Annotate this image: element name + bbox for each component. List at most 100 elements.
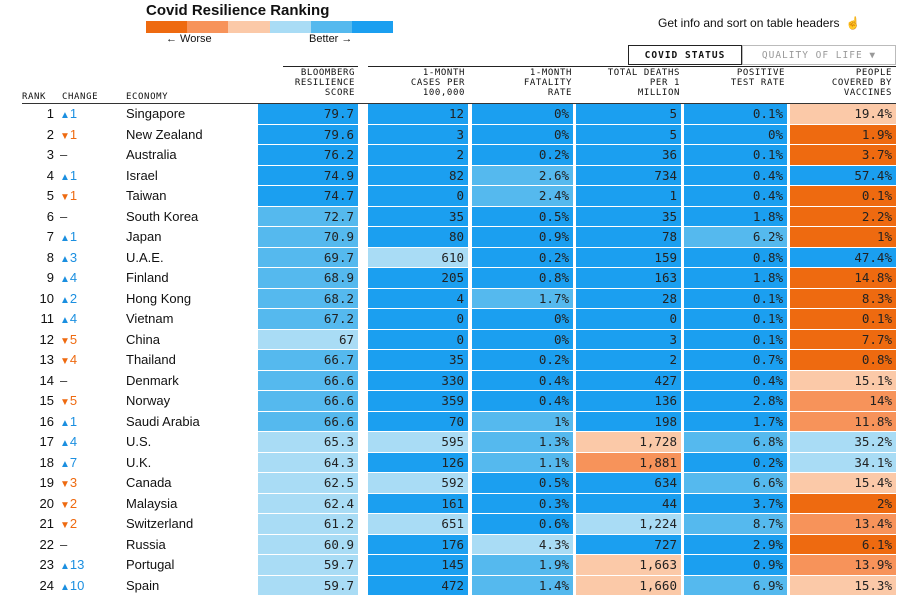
vaccines-cell: 3.7%	[790, 145, 896, 165]
rank-cell: 11	[40, 311, 55, 326]
color-legend-bar	[146, 21, 394, 33]
table-row: 11 ▲4 Vietnam 67.2 0 0% 0 0.1% 0.1%	[0, 309, 900, 330]
cases-cell: 126	[368, 452, 468, 472]
rank-cell: 14	[39, 372, 54, 388]
positive-cell: 6.8%	[684, 432, 787, 452]
arrow-up-icon: ▲	[60, 561, 70, 572]
score-cell: 60.9	[258, 534, 358, 554]
change-cell: ▼1	[60, 125, 100, 148]
vaccines-cell: 35.2%	[790, 432, 896, 452]
change-value: 2	[69, 495, 78, 511]
deaths-cell: 727	[576, 534, 681, 554]
positive-cell: 0.8%	[684, 247, 787, 267]
deaths-cell: 136	[576, 391, 681, 411]
dash-icon: –	[60, 372, 68, 388]
fatality-cell: 0.5%	[472, 473, 573, 493]
vaccines-cell: 7.7%	[790, 329, 896, 349]
arrow-down-icon: ▼	[60, 335, 70, 347]
legend-swatch	[228, 21, 270, 33]
change-value: 5	[69, 393, 78, 408]
deaths-cell: 1,660	[576, 575, 681, 595]
positive-cell: 2.9%	[684, 534, 787, 554]
fatality-cell: 4.3%	[472, 534, 573, 554]
table-row: 14– Denmark 66.6 330 0.4% 427 0.4% 15.1%	[0, 370, 900, 392]
economy-cell: Taiwan	[126, 188, 167, 203]
cases-cell: 359	[368, 391, 468, 411]
arrow-down-icon: ▼	[60, 499, 70, 511]
rank-cell: 12	[39, 331, 54, 347]
col-header-vaccines[interactable]: PEOPLE COVERED BY VACCINES	[831, 68, 892, 98]
change-cell: ▲3	[60, 248, 100, 271]
score-cell: 66.6	[258, 411, 358, 431]
rank-cell: 19	[39, 475, 54, 490]
score-cell: 66.6	[258, 370, 358, 390]
tab-covid-status[interactable]: COVID STATUS	[628, 45, 742, 65]
vaccines-cell: 0.8%	[790, 350, 896, 370]
deaths-cell: 427	[576, 370, 681, 390]
change-value: 1	[69, 167, 78, 183]
tab-quality-of-life[interactable]: QUALITY OF LIFE ▼	[742, 45, 896, 65]
deaths-cell: 1	[576, 186, 681, 206]
economy-cell: Vietnam	[126, 311, 174, 326]
change-value: 1	[69, 413, 78, 429]
table-row: 6– South Korea 72.7 35 0.5% 35 1.8% 2.2%	[0, 206, 900, 228]
vaccines-cell: 1%	[790, 227, 896, 247]
cases-cell: 82	[368, 165, 468, 185]
economy-cell: Norway	[126, 393, 171, 408]
vaccines-cell: 11.8%	[790, 411, 896, 431]
economy-cell: Malaysia	[126, 495, 178, 511]
positive-cell: 0.4%	[684, 186, 787, 206]
fatality-cell: 0.2%	[472, 247, 573, 267]
score-cell: 68.9	[258, 268, 358, 288]
rank-cell: 3	[46, 147, 54, 162]
score-cell: 79.6	[258, 124, 358, 144]
cases-cell: 592	[368, 473, 468, 493]
economy-cell: Canada	[126, 475, 172, 490]
arrow-up-icon: ▲	[60, 110, 70, 121]
header-divider	[22, 103, 896, 104]
fatality-cell: 1.9%	[472, 555, 573, 575]
deaths-cell: 198	[576, 411, 681, 431]
vaccines-cell: 13.4%	[790, 514, 896, 534]
positive-cell: 0.2%	[684, 452, 787, 472]
change-cell: ▲13	[60, 555, 100, 578]
col-header-positive[interactable]: POSITIVE TEST RATE	[730, 68, 785, 88]
score-cell: 74.7	[258, 186, 358, 206]
deaths-cell: 44	[576, 493, 681, 513]
col-header-rank[interactable]: RANK	[22, 92, 47, 102]
change-value: 4	[69, 270, 78, 285]
table-row: 21 ▼2 Switzerland 61.2 651 0.6% 1,224 8.7% 13.4%	[0, 514, 900, 535]
score-cell: 59.7	[258, 555, 358, 575]
cases-cell: 161	[368, 493, 468, 513]
table-row: 12 ▼5 China 67 0 0% 3 0.1% 7.7%	[0, 329, 900, 351]
col-header-change[interactable]: CHANGE	[62, 92, 99, 102]
vaccines-cell: 15.3%	[790, 575, 896, 595]
economy-cell: China	[126, 331, 160, 347]
fatality-cell: 1%	[472, 411, 573, 431]
economy-cell: U.A.E.	[126, 249, 164, 265]
fatality-cell: 0%	[472, 329, 573, 349]
deaths-cell: 1,728	[576, 432, 681, 452]
fatality-cell: 0%	[472, 104, 573, 124]
col-header-economy[interactable]: ECONOMY	[126, 92, 169, 102]
vaccines-cell: 19.4%	[790, 104, 896, 124]
col-header-deaths[interactable]: TOTAL DEATHS PER 1 MILLION	[607, 68, 680, 98]
score-cell: 69.7	[258, 247, 358, 267]
table-row: 8 ▲3 U.A.E. 69.7 610 0.2% 159 0.8% 47.4%	[0, 247, 900, 271]
col-header-fatality[interactable]: 1-MONTH FATALITY RATE	[523, 68, 572, 98]
cases-cell: 595	[368, 432, 468, 452]
dash-icon: –	[60, 208, 68, 224]
cases-cell: 80	[368, 227, 468, 247]
deaths-cell: 35	[576, 206, 681, 226]
col-header-cases[interactable]: 1-MONTH CASES PER 100,000	[410, 68, 465, 98]
deaths-cell: 159	[576, 247, 681, 267]
change-value: 3	[69, 249, 78, 265]
vaccines-cell: 47.4%	[790, 247, 896, 267]
deaths-cell: 734	[576, 165, 681, 185]
rank-cell: 17	[39, 434, 54, 449]
table-row: 5 ▼1 Taiwan 74.7 0 2.4% 1 0.4% 0.1%	[0, 186, 900, 207]
fatality-cell: 1.4%	[472, 575, 573, 595]
table-row: 23 ▲13 Portugal 59.7 145 1.9% 1,663 0.9% 13.9%	[0, 555, 900, 576]
col-header-score[interactable]: BLOOMBERG RESILIENCE SCORE	[294, 68, 355, 98]
positive-cell: 0.1%	[684, 104, 787, 124]
